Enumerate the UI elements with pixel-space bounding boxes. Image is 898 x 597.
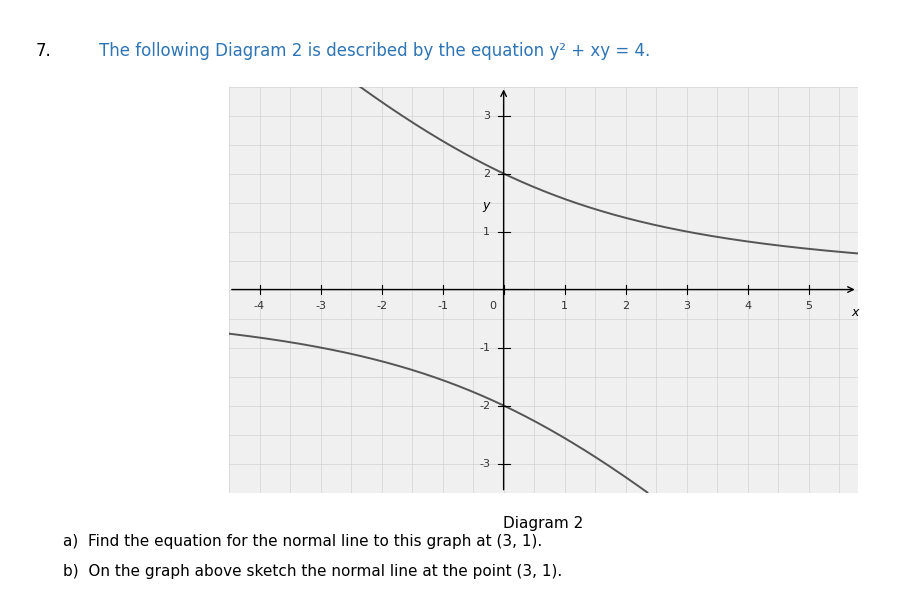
Text: 4: 4 [744,300,752,310]
Text: 3: 3 [683,300,691,310]
Text: -2: -2 [376,300,387,310]
Text: a)  Find the equation for the normal line to this graph at (3, 1).: a) Find the equation for the normal line… [63,534,542,549]
Text: 2: 2 [622,300,629,310]
Text: 7.: 7. [36,42,52,60]
Text: 1: 1 [561,300,568,310]
Text: 3: 3 [483,110,490,121]
Text: The following Diagram 2 is described by the equation y² + xy = 4.: The following Diagram 2 is described by … [99,42,650,60]
Text: 2: 2 [483,168,490,179]
Text: x: x [850,306,858,319]
Text: 5: 5 [806,300,813,310]
Text: -4: -4 [254,300,265,310]
Text: 0: 0 [489,300,497,310]
Text: 1: 1 [483,226,490,236]
Text: y: y [482,199,489,212]
Text: -3: -3 [480,458,490,469]
Text: b)  On the graph above sketch the normal line at the point (3, 1).: b) On the graph above sketch the normal … [63,564,562,579]
Text: -1: -1 [437,300,448,310]
Text: Diagram 2: Diagram 2 [503,516,584,531]
Text: -2: -2 [479,401,490,411]
Text: -3: -3 [315,300,326,310]
Text: -1: -1 [480,343,490,353]
